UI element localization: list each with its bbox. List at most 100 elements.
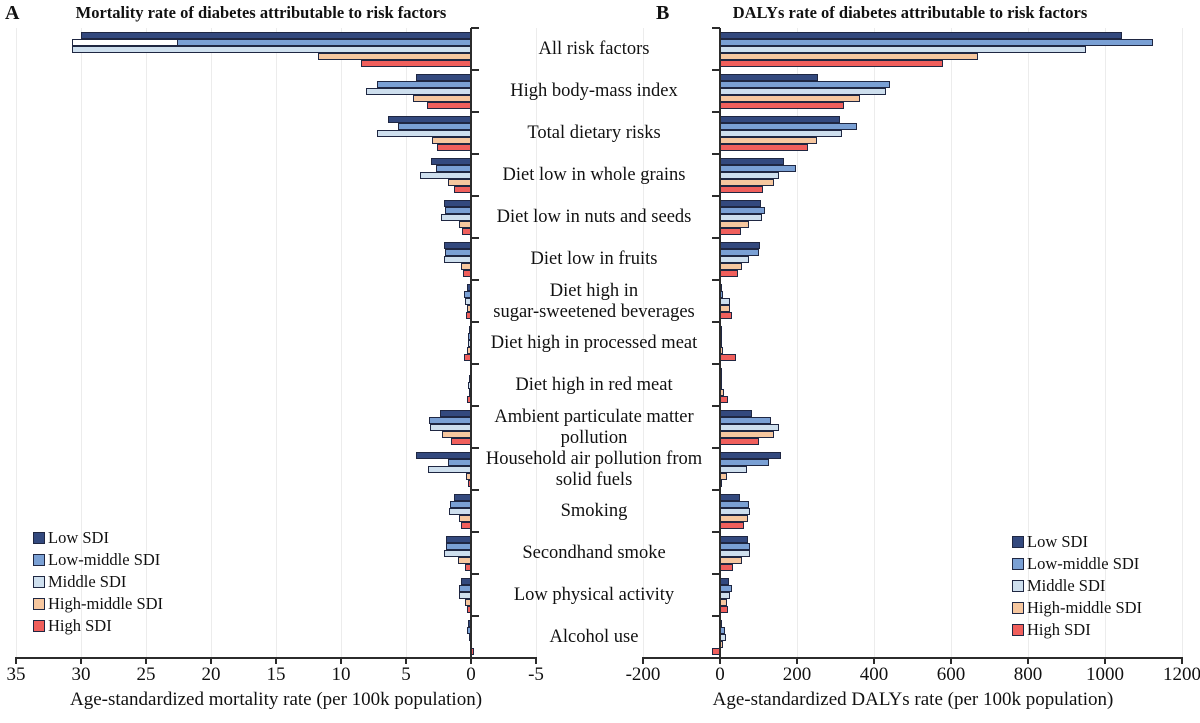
bar-low-sdi xyxy=(439,409,471,417)
category-label: Smoking xyxy=(560,500,628,521)
legend-item: Low SDI xyxy=(1012,531,1142,553)
category-label: Household air pollution from solid fuels xyxy=(485,449,703,490)
category-axis-tick xyxy=(712,405,720,407)
category-axis-line xyxy=(719,28,721,658)
bar-high-sdi xyxy=(720,101,844,109)
legend-label: Low SDI xyxy=(1027,532,1088,551)
bar-middle-sdi xyxy=(720,45,1086,53)
bar-middle-sdi xyxy=(720,129,843,137)
category-axis-tick xyxy=(471,27,479,29)
x-axis-tick xyxy=(796,657,798,664)
gridline xyxy=(873,28,875,658)
category-axis-tick xyxy=(471,69,479,71)
bar-middle-sdi xyxy=(720,255,749,263)
bar-low-middle-sdi xyxy=(720,206,765,214)
category-axis-tick xyxy=(712,69,720,71)
bar-low-middle-sdi xyxy=(720,458,769,466)
bar-low-middle-sdi xyxy=(720,164,796,172)
bar-high-middle-sdi xyxy=(720,220,749,228)
category-axis-tick xyxy=(712,153,720,155)
bar-middle-sdi xyxy=(720,423,780,431)
bar-high-sdi xyxy=(720,437,759,445)
x-tick-label: 0 xyxy=(466,664,476,685)
bar-low-middle-sdi xyxy=(445,206,471,214)
x-axis-tick xyxy=(873,657,875,664)
legend-item: Low-middle SDI xyxy=(33,549,163,571)
category-axis-tick xyxy=(712,27,720,29)
bar-low-middle-sdi xyxy=(720,38,1154,46)
bar-high-middle-sdi xyxy=(441,430,471,438)
category-axis-tick xyxy=(712,279,720,281)
bar-low-middle-sdi xyxy=(720,500,750,508)
category-label: All risk factors xyxy=(538,38,650,59)
legend-label: High SDI xyxy=(1027,620,1091,639)
category-axis-tick xyxy=(712,657,720,659)
category-axis-tick xyxy=(471,363,479,365)
bar-high-sdi xyxy=(720,521,744,529)
bar-high-sdi xyxy=(450,437,471,445)
category-label: Low physical activity xyxy=(513,584,675,605)
bar-high-sdi xyxy=(720,269,738,277)
category-axis-tick xyxy=(712,237,720,239)
bar-low-sdi xyxy=(430,157,471,165)
bar-low-sdi xyxy=(720,535,749,543)
x-axis-tick xyxy=(1181,657,1183,664)
legend-swatch-low-sdi xyxy=(33,532,45,544)
gridline xyxy=(340,28,342,658)
bar-high-middle-sdi xyxy=(720,52,978,60)
gridline xyxy=(642,28,644,658)
category-axis-tick xyxy=(712,447,720,449)
x-axis-tick xyxy=(15,657,17,664)
bar-high-sdi xyxy=(437,143,471,151)
bar-low-middle-sdi xyxy=(448,458,471,466)
bar-high-middle-sdi xyxy=(720,94,861,102)
bar-low-middle-sdi xyxy=(445,248,471,256)
bar-middle-sdi xyxy=(420,171,471,179)
bar-high-middle-sdi xyxy=(432,136,471,144)
gridline xyxy=(210,28,212,658)
bar-middle-sdi xyxy=(720,171,779,179)
x-tick-label: 600 xyxy=(936,664,966,685)
legend-swatch-high-sdi xyxy=(1012,624,1024,636)
x-tick-label: 800 xyxy=(1013,664,1043,685)
legend-label: Middle SDI xyxy=(48,572,127,591)
category-axis-tick xyxy=(712,489,720,491)
bar-middle-sdi xyxy=(720,213,762,221)
bar-low-middle-sdi xyxy=(720,416,771,424)
category-axis-tick xyxy=(712,321,720,323)
gridline xyxy=(405,28,407,658)
bar-high-sdi xyxy=(720,605,728,613)
x-axis-tick xyxy=(80,657,82,664)
legend-label: Low-middle SDI xyxy=(1027,554,1140,573)
bar-middle-sdi xyxy=(448,507,471,515)
legend-a: Low SDI Low-middle SDI Middle SDI High-m… xyxy=(33,527,163,637)
category-axis-tick xyxy=(471,615,479,617)
legend-swatch-high-middle-sdi xyxy=(33,598,45,610)
bar-high-middle-sdi xyxy=(447,178,471,186)
bar-middle-sdi xyxy=(720,549,751,557)
legend-b: Low SDI Low-middle SDI Middle SDI High-m… xyxy=(1012,531,1142,641)
bar-middle-sdi xyxy=(377,129,471,137)
bar-middle-sdi xyxy=(71,45,471,53)
bar-high-sdi xyxy=(720,59,944,67)
gridline xyxy=(145,28,147,658)
bar-high-middle-sdi xyxy=(317,52,471,60)
category-label: Diet high in processed meat xyxy=(490,332,698,353)
bar-low-sdi xyxy=(720,157,784,165)
bar-low-middle-sdi xyxy=(428,416,471,424)
legend-label: High SDI xyxy=(48,616,112,635)
gridline xyxy=(535,28,537,658)
bar-low-sdi xyxy=(416,73,471,81)
bar-middle-sdi xyxy=(428,465,471,473)
x-tick-label: 15 xyxy=(266,664,286,685)
bar-middle-sdi xyxy=(720,87,886,95)
category-label: Ambient particulate matter pollution xyxy=(494,407,694,448)
panel-a-xaxis-title: Age-standardized mortality rate (per 100… xyxy=(69,689,483,710)
x-axis-tick xyxy=(719,657,721,664)
x-tick-label: 30 xyxy=(71,664,91,685)
x-tick-label: 20 xyxy=(201,664,221,685)
category-axis-tick xyxy=(712,531,720,533)
bar-low-sdi xyxy=(454,493,471,501)
legend-item: Low-middle SDI xyxy=(1012,553,1142,575)
legend-item: High SDI xyxy=(1012,619,1142,641)
